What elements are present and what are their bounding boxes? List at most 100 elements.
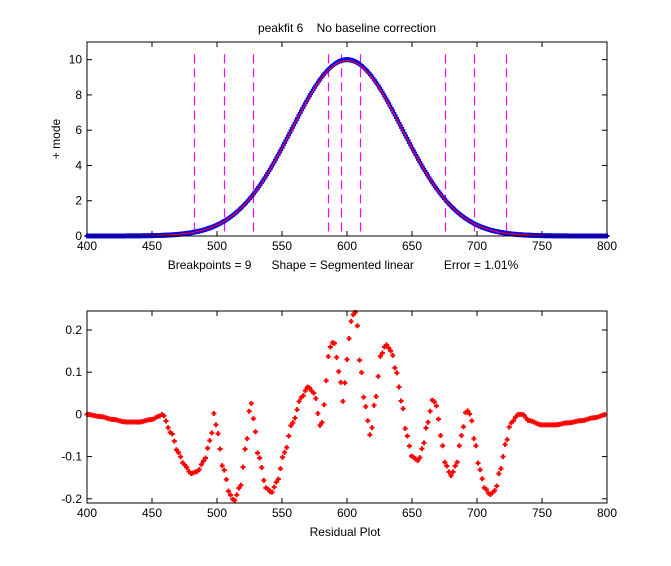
residual-point (259, 465, 265, 471)
residual-point (200, 458, 206, 464)
residual-point (477, 467, 483, 473)
y-tick-label: 0 (75, 229, 82, 243)
y-tick-label: -0.2 (61, 492, 82, 506)
residual-point (196, 466, 202, 472)
residual-point (327, 344, 333, 350)
residual-point (356, 357, 362, 363)
residual-point (348, 318, 354, 324)
residual-point (302, 388, 308, 394)
chart-title: peakfit 6 No baseline correction (258, 21, 436, 35)
residual-point (373, 393, 379, 399)
residual-point (238, 482, 244, 488)
residual-point (444, 463, 450, 469)
residual-point (319, 420, 325, 426)
residual-point (431, 399, 437, 405)
x-tick-label: 650 (402, 239, 422, 253)
residual-point (203, 455, 209, 461)
residual-point (325, 354, 331, 360)
residual-point (176, 450, 182, 456)
y-tick-label: 0.2 (65, 323, 82, 337)
residual-point (359, 369, 365, 375)
residual-point (290, 420, 296, 426)
residual-point (252, 429, 258, 435)
y-tick-label: 8 (75, 88, 82, 102)
residual-point (221, 467, 227, 473)
y-tick-label: 10 (69, 53, 83, 67)
top-y-label: + mode (49, 118, 63, 159)
residual-point (419, 446, 425, 452)
residual-point (467, 411, 473, 417)
x-tick-label: 700 (467, 506, 487, 520)
x-tick-label: 600 (337, 506, 357, 520)
x-tick-label: 550 (272, 506, 292, 520)
residual-point (178, 454, 184, 460)
residual-point (284, 444, 290, 450)
residual-point (448, 473, 454, 479)
residual-point (361, 394, 367, 400)
breakpoint-lines (193, 54, 508, 236)
residual-point (165, 425, 171, 431)
residual-point (379, 350, 385, 356)
residual-point (255, 450, 261, 456)
residual-point (242, 446, 248, 452)
residual-point (471, 436, 477, 442)
residual-plot: 400 450 500 550 600 650 700 750 800 -0.2 -0.1 0 0.1 0… (61, 309, 617, 539)
residual-point (425, 419, 431, 425)
top-axis-ticks: 400 450 500 550 600 650 700 750 800 0 2 4 6 8 10 (69, 42, 617, 253)
residual-point (344, 357, 350, 363)
residual-point (475, 460, 481, 466)
x-tick-label: 700 (467, 239, 487, 253)
x-tick-label: 800 (597, 506, 617, 520)
residual-point (510, 418, 516, 424)
residual-point (365, 418, 371, 424)
residual-point (323, 378, 329, 384)
residual-point (465, 408, 471, 414)
y-tick-label: 2 (75, 194, 82, 208)
residual-point (257, 455, 263, 461)
x-tick-label: 650 (402, 506, 422, 520)
residual-point (234, 492, 240, 498)
residual-point (280, 454, 286, 460)
residual-point (402, 426, 408, 432)
residual-point (483, 487, 489, 493)
x-tick-label: 500 (207, 239, 227, 253)
residual-point (456, 443, 462, 449)
residual-point (504, 437, 510, 443)
residual-point (367, 432, 373, 438)
x-tick-label: 550 (272, 239, 292, 253)
x-tick-label: 750 (532, 239, 552, 253)
residual-point (307, 385, 313, 391)
residual-point (436, 416, 442, 422)
residual-axis-ticks: 400 450 500 550 600 650 700 750 800 -0.2 -0.1 0 0.1 0… (61, 311, 617, 520)
residual-point (454, 459, 460, 465)
residual-point (236, 485, 242, 491)
residual-point (296, 398, 302, 404)
residual-point (207, 437, 213, 443)
residual-point (219, 463, 225, 469)
residual-point (469, 418, 475, 424)
residual-point (440, 443, 446, 449)
residual-point (384, 342, 390, 348)
residual-point (492, 487, 498, 493)
residual-point (369, 425, 375, 431)
residual-point (211, 410, 217, 416)
residual-point (506, 424, 512, 430)
residual-point (496, 471, 502, 477)
residual-point (248, 400, 254, 406)
residual-point (228, 492, 234, 498)
x-tick-label: 450 (142, 239, 162, 253)
residual-point (315, 410, 321, 416)
residual-point (371, 402, 377, 408)
residual-point (215, 431, 221, 437)
residual-point (313, 396, 319, 402)
residual-points (84, 309, 608, 503)
residual-point (404, 433, 410, 439)
residual-point (406, 443, 412, 449)
residual-point (173, 447, 179, 453)
residual-point (217, 446, 223, 452)
residual-point (277, 466, 283, 472)
residual-point (494, 483, 500, 489)
residual-point (398, 398, 404, 404)
residual-point (271, 484, 277, 490)
